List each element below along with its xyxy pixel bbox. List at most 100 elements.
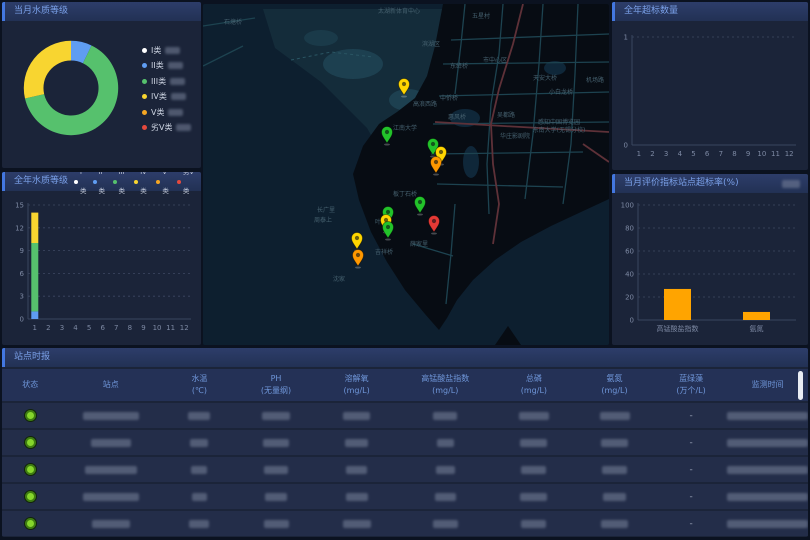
donut-segment-II类[interactable] <box>71 40 92 64</box>
map-pin[interactable] <box>382 221 394 241</box>
annual-legend: I类 II类 III类 IV类 V类 劣V类 <box>68 172 201 201</box>
panel-exceed-rate: 当月评价指标站点超标率(%) 0 20 40 60 80 100 高锰酸盐指数 氨氮 <box>612 174 808 345</box>
cell-time <box>727 492 808 501</box>
map-pin[interactable] <box>381 126 393 146</box>
redacted-value <box>90 438 131 447</box>
svg-text:1: 1 <box>637 150 641 158</box>
cell-metric <box>574 438 655 447</box>
map-pin[interactable] <box>428 215 440 235</box>
redacted-value <box>601 519 628 528</box>
cell-metric <box>236 492 317 501</box>
column-header-5: 高锰酸盐指数 (mg/L) <box>421 374 470 395</box>
stacked-bar-III类[interactable] <box>31 243 39 312</box>
cell-station <box>58 411 163 420</box>
legend-item[interactable]: IV类 <box>142 91 191 102</box>
cell-metric <box>494 519 575 528</box>
svg-text:12: 12 <box>180 324 189 332</box>
legend-value-redacted <box>168 108 184 116</box>
exceed-count-chart[interactable]: 011 2 3 4 5 6 7 8 9 10 11 12 <box>612 21 806 167</box>
legend-item[interactable]: III类 <box>142 76 191 87</box>
map-pin[interactable] <box>430 156 442 176</box>
map-label: 石塘桥 <box>224 18 242 26</box>
svg-text:60: 60 <box>625 248 634 256</box>
stacked-bar-II类[interactable] <box>31 311 39 319</box>
table-scrollbar-thumb[interactable] <box>798 371 803 400</box>
cell-algae: - <box>655 492 728 502</box>
legend-item[interactable]: I类 <box>74 172 87 201</box>
redacted-value <box>601 438 628 447</box>
legend-item[interactable]: III类 <box>112 172 129 201</box>
svg-text:3: 3 <box>20 293 24 301</box>
cell-metric <box>574 492 655 501</box>
table-row[interactable]: - <box>2 457 808 482</box>
status-normal-icon <box>24 437 36 448</box>
panel-title: 当月水质等级 <box>14 6 69 16</box>
stacked-bar-IV类[interactable] <box>31 212 39 243</box>
legend-item[interactable]: I类 <box>142 45 191 56</box>
legend-item[interactable]: 劣V类 <box>142 122 192 133</box>
map-pin[interactable] <box>351 232 363 252</box>
legend-dot <box>142 78 147 84</box>
empty-value: - <box>689 464 693 475</box>
panel-title-bar: 全年水质等级 I类 II类 III类 IV类 V类 劣V类 <box>2 172 201 195</box>
donut-segment-IV类[interactable] <box>23 40 71 99</box>
bar-氨氮[interactable] <box>743 311 770 320</box>
svg-text:12: 12 <box>785 150 794 158</box>
panel-title: 当月评价指标站点超标率(%) <box>624 178 739 188</box>
redacted-value <box>343 411 371 420</box>
table-row[interactable]: - <box>2 430 808 455</box>
legend-dot <box>176 179 181 184</box>
cell-metric <box>163 438 236 447</box>
table-row[interactable]: - <box>2 484 808 509</box>
cell-time <box>727 411 808 420</box>
map-label: 五星村 <box>472 12 490 20</box>
svg-text:15: 15 <box>15 202 24 210</box>
svg-text:氨氮: 氨氮 <box>750 324 764 333</box>
cell-station <box>58 519 163 528</box>
legend-item[interactable]: II类 <box>142 60 191 71</box>
bar-高锰酸盐指数[interactable] <box>664 288 691 320</box>
map-pin[interactable] <box>352 249 364 269</box>
svg-text:11: 11 <box>771 150 780 158</box>
map-label: 高浪西路 <box>413 100 437 108</box>
cell-metric <box>163 492 236 501</box>
legend-item[interactable]: 劣V类 <box>176 172 197 201</box>
redacted-value <box>520 438 548 447</box>
map-label: 吉祥桥 <box>375 248 393 256</box>
legend-label: II类 <box>151 61 164 71</box>
column-header-9: 监测时间 <box>751 380 784 389</box>
svg-text:100: 100 <box>621 202 634 210</box>
map-label: 小白龙桥 <box>549 88 573 96</box>
exceed-rate-bar-chart[interactable]: 0 20 40 60 80 100 高锰酸盐指数 氨氮 <box>612 193 806 342</box>
svg-text:9: 9 <box>141 324 145 332</box>
table-row[interactable]: - <box>2 403 808 428</box>
map-label: 机场路 <box>586 76 604 84</box>
column-header-6: 总磷 (mg/L) <box>520 374 548 395</box>
legend-item[interactable]: V类 <box>142 107 191 118</box>
map-pin[interactable] <box>398 78 410 98</box>
monthly-quality-donut-chart[interactable] <box>12 29 130 147</box>
status-normal-icon <box>24 464 36 475</box>
panel-action-redacted[interactable] <box>782 179 800 188</box>
map-label: 市中心区 <box>483 56 507 64</box>
svg-text:3: 3 <box>60 324 64 332</box>
redacted-value <box>727 465 808 474</box>
legend-label: IV类 <box>151 92 167 102</box>
legend-value-redacted <box>170 93 186 101</box>
redacted-value <box>521 519 547 528</box>
legend-label: V类 <box>151 107 165 117</box>
redacted-value <box>263 438 289 447</box>
legend-value-redacted <box>176 124 192 132</box>
legend-item[interactable]: V类 <box>156 172 171 201</box>
map-pin[interactable] <box>414 196 426 216</box>
legend-item[interactable]: IV类 <box>134 172 150 201</box>
cell-metric <box>163 519 236 528</box>
legend-dot <box>142 47 147 53</box>
map-label: 板丁石桥 <box>393 190 417 198</box>
table-row[interactable]: - <box>2 511 808 536</box>
donut-segment-III类[interactable] <box>24 45 119 136</box>
legend-item[interactable]: II类 <box>92 172 107 201</box>
svg-text:高锰酸盐指数: 高锰酸盐指数 <box>657 324 699 333</box>
